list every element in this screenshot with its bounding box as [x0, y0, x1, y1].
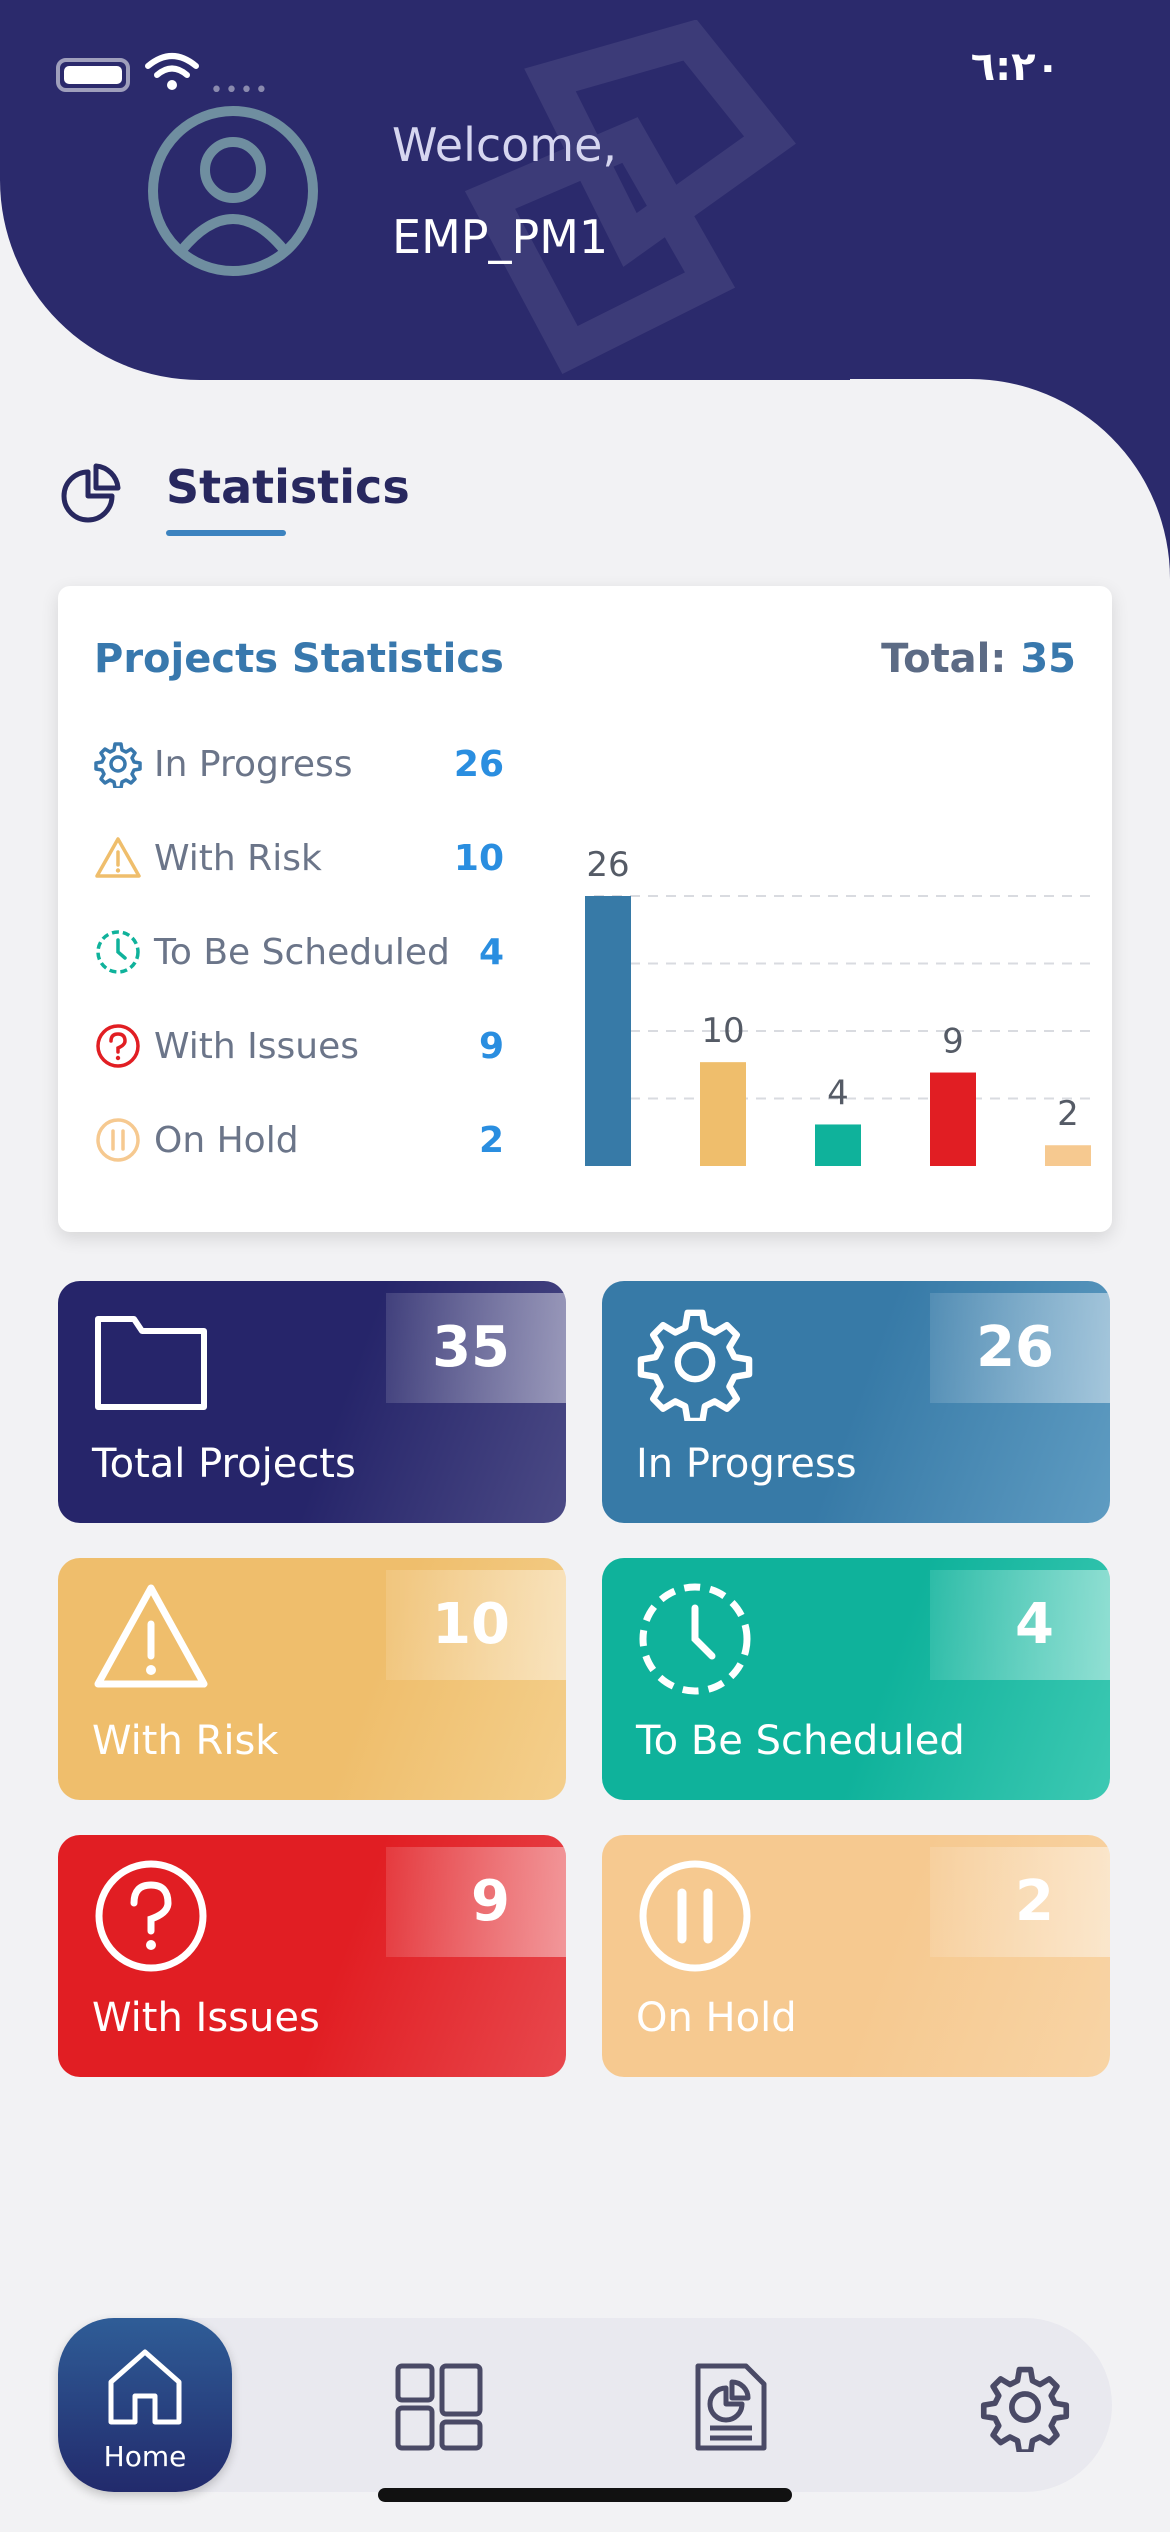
warning-icon: [94, 1584, 208, 1688]
tile-value: 26: [976, 1315, 1054, 1380]
avatar-icon[interactable]: [146, 104, 320, 278]
legend-value: 26: [453, 744, 504, 785]
tile-label: With Risk: [92, 1718, 279, 1764]
username: EMP_PM1: [392, 210, 609, 264]
gear-icon: [94, 742, 142, 788]
legend-value: 10: [453, 838, 504, 879]
bar-chart: 26 10 4 9 2: [585, 845, 1094, 1166]
legend-on-hold: On Hold 2: [94, 1112, 524, 1172]
tile-number-box: [386, 1570, 566, 1680]
tile-number-box: [930, 1847, 1110, 1957]
tile-number-box: [930, 1293, 1110, 1403]
dashboard-icon[interactable]: [394, 2362, 484, 2452]
home-indicator: [378, 2488, 792, 2502]
tile-to-be-scheduled[interactable]: 4 To Be Scheduled: [602, 1558, 1110, 1800]
tile-value: 4: [1015, 1592, 1054, 1657]
wifi-icon: [145, 53, 199, 90]
home-icon: [108, 2349, 182, 2425]
pie-chart-icon: [61, 463, 121, 523]
chart-bar[interactable]: [1045, 1145, 1091, 1166]
tile-label: On Hold: [636, 1995, 797, 2041]
chart-data-label: 26: [586, 845, 629, 885]
legend-value: 4: [478, 932, 504, 973]
nav-home-label: Home: [103, 2440, 187, 2473]
chart-data-label: 4: [827, 1073, 849, 1113]
nav-home-button[interactable]: Home: [58, 2318, 232, 2492]
header-curve: [0, 379, 1170, 579]
tile-label: Total Projects: [92, 1441, 356, 1487]
clock-icon: [639, 1583, 751, 1695]
tile-value: 10: [432, 1592, 510, 1657]
tile-in-progress[interactable]: 26 In Progress: [602, 1281, 1110, 1523]
tile-on-hold[interactable]: 2 On Hold: [602, 1835, 1110, 2077]
signal-dots: ••••: [210, 78, 270, 103]
card-total: Total: 35: [881, 636, 1076, 682]
tile-label: In Progress: [636, 1441, 857, 1487]
status-bar: •••• ٦:٢٠: [0, 0, 1170, 150]
tile-total-projects[interactable]: 35 Total Projects: [58, 1281, 566, 1523]
tile-value: 2: [1015, 1869, 1054, 1934]
chart-bar[interactable]: [700, 1062, 746, 1166]
legend-with-risk: With Risk 10: [94, 830, 524, 890]
bottom-nav: Home: [58, 2318, 1112, 2492]
legend-value: 9: [478, 1026, 504, 1067]
settings-icon[interactable]: [980, 2362, 1070, 2452]
tile-with-risk[interactable]: 10 With Risk: [58, 1558, 566, 1800]
question-icon: [95, 1860, 207, 1972]
status-time: ٦:٢٠: [970, 44, 1060, 90]
legend-label: With Issues: [154, 1026, 360, 1067]
legend-label: To Be Scheduled: [154, 932, 450, 973]
legend-label: In Progress: [154, 744, 353, 785]
warning-icon: [95, 837, 141, 878]
tab-underline: [166, 530, 286, 536]
chart-data-label: 10: [701, 1011, 744, 1051]
tile-number-box: [930, 1570, 1110, 1680]
chart-bar[interactable]: [930, 1072, 976, 1166]
tile-label: With Issues: [92, 1995, 320, 2041]
tab-statistics[interactable]: Statistics: [166, 460, 410, 514]
chart-bar[interactable]: [815, 1124, 861, 1166]
welcome-text: Welcome,: [392, 118, 618, 172]
gear-icon: [637, 1309, 753, 1421]
legend-label: On Hold: [154, 1120, 299, 1161]
total-value: 35: [1020, 636, 1076, 682]
legend-value: 2: [478, 1120, 504, 1161]
tile-number-box: [386, 1847, 566, 1957]
pause-icon: [639, 1860, 751, 1972]
battery-icon: [56, 58, 130, 92]
chart-bar[interactable]: [585, 896, 631, 1166]
total-label: Total:: [881, 636, 1007, 682]
chart-data-label: 9: [942, 1022, 964, 1062]
legend-with-issues: With Issues 9: [94, 1018, 524, 1078]
clock-icon: [96, 930, 140, 974]
legend-label: With Risk: [154, 838, 322, 879]
pause-icon: [96, 1118, 140, 1162]
card-title: Projects Statistics: [94, 636, 504, 682]
legend-to-be-scheduled: To Be Scheduled 4: [94, 924, 524, 984]
reports-icon[interactable]: [686, 2362, 776, 2452]
question-icon: [96, 1024, 140, 1068]
logo-watermark: [464, 20, 796, 374]
projects-statistics-card: Projects Statistics Total: 35 In Progres…: [58, 586, 1112, 1232]
tile-number-box: [386, 1293, 566, 1403]
chart-data-label: 2: [1057, 1094, 1079, 1134]
tile-with-issues[interactable]: 9 With Issues: [58, 1835, 566, 2077]
folder-icon: [95, 1316, 207, 1410]
tile-value: 35: [432, 1315, 510, 1380]
tile-label: To Be Scheduled: [636, 1718, 965, 1764]
legend-in-progress: In Progress 26: [94, 736, 524, 796]
tile-value: 9: [471, 1869, 510, 1934]
